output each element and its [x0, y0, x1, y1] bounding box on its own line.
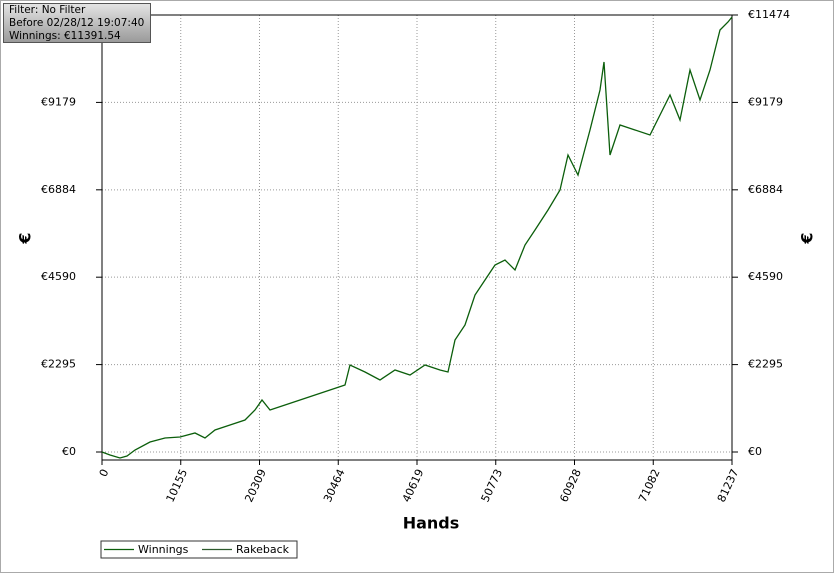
legend	[100, 540, 298, 559]
y-axis-title: €	[16, 232, 35, 244]
y-tick-label: €0	[62, 445, 76, 458]
info-line: Before 02/28/12 19:07:40	[9, 17, 145, 29]
info-line: Winnings: €11391.54	[9, 30, 121, 42]
y2-tick-label: €2295	[748, 358, 783, 371]
legend-label: Winnings	[138, 543, 189, 556]
y-tick-label: €9179	[41, 95, 76, 108]
y-tick-label: €2295	[41, 358, 76, 371]
y2-tick-label: €6884	[748, 183, 783, 196]
y2-tick-label: €9179	[748, 95, 783, 108]
y-tick-label: €6884	[41, 183, 76, 196]
info-line: Filter: No Filter	[9, 4, 86, 16]
y2-axis-title: €	[798, 232, 817, 244]
series-line	[101, 16, 733, 459]
info-box: Filter: No Filter Before 02/28/12 19:07:…	[3, 3, 151, 43]
y2-tick-label: €0	[748, 445, 762, 458]
y2-tick-label: €4590	[748, 270, 783, 283]
x-axis-title: Hands	[403, 514, 460, 533]
y-tick-label: €4590	[41, 270, 76, 283]
legend-label: Rakeback	[236, 543, 290, 556]
y2-tick-label: €11474	[748, 8, 790, 21]
x-tick-label: 0	[97, 467, 112, 479]
